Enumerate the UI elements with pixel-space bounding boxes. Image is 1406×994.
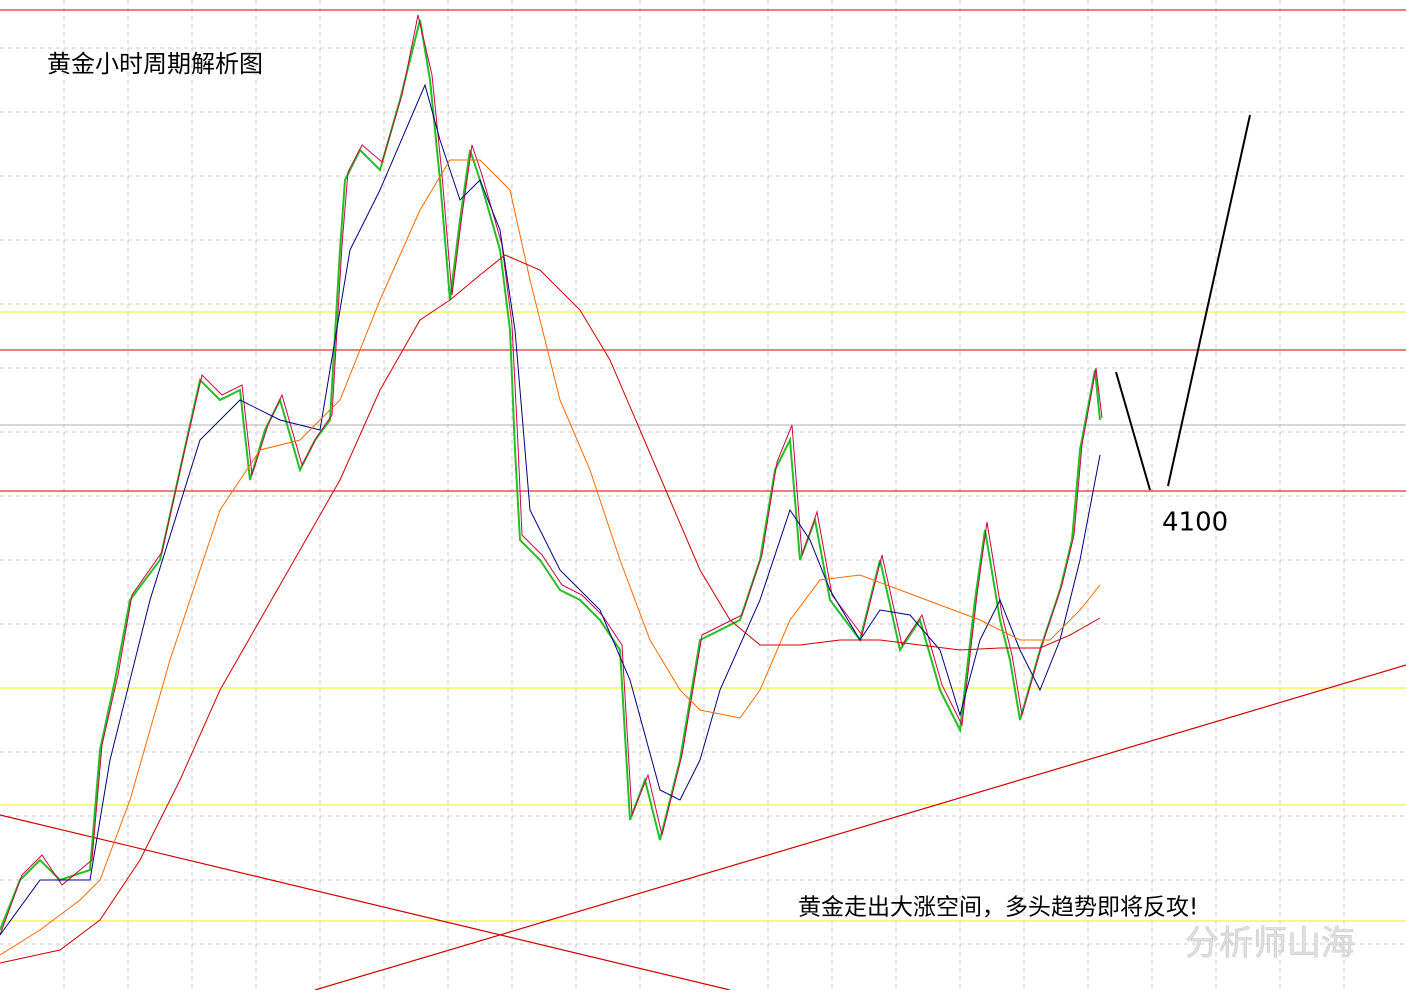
watermark: 分析师山海 <box>1185 924 1355 964</box>
price-path <box>0 14 1103 964</box>
trend-lines <box>0 664 1406 991</box>
projection <box>1115 114 1251 491</box>
chart-title: 黄金小时周期解析图 <box>47 50 263 78</box>
level-lines <box>0 9 1406 922</box>
annotation: 黄金走出大涨空间，多头趋势即将反攻! <box>798 895 1198 921</box>
level-label: 4100 <box>1162 508 1228 538</box>
